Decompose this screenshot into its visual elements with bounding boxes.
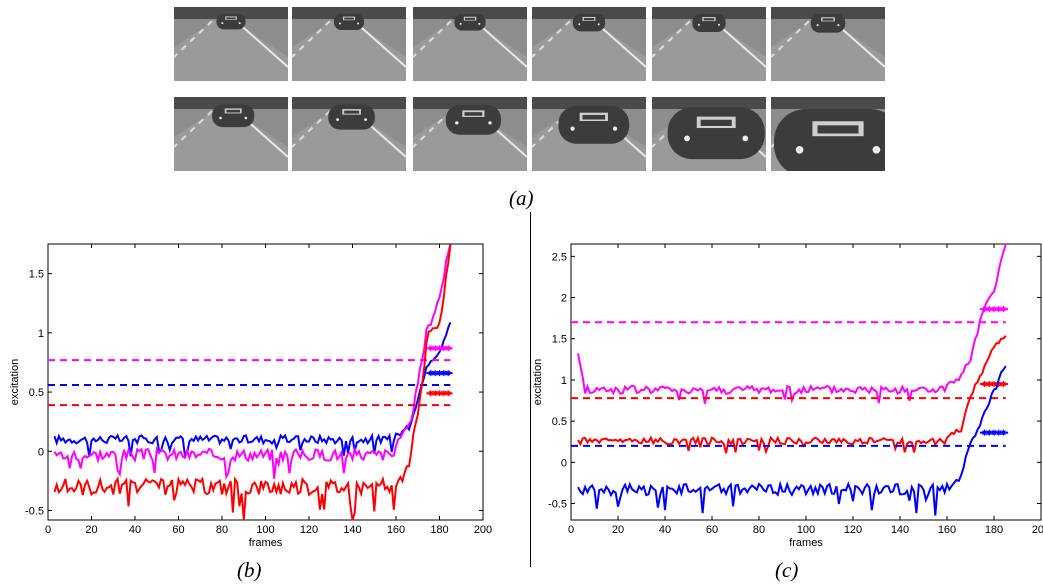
y-tick-label: 1.5	[29, 269, 44, 281]
plot-frame	[570, 243, 1042, 521]
excitation-series-line	[577, 365, 1007, 516]
y-tick-label: 1	[38, 328, 44, 340]
frame-thumbnail	[292, 7, 406, 81]
frame-thumbnail	[652, 97, 766, 171]
excitation-series-line	[577, 243, 1007, 405]
x-tick-label: 80	[216, 524, 228, 536]
y-tick-label: 0	[561, 457, 567, 469]
y-tick-label: 2	[561, 293, 567, 305]
x-tick-label: 140	[343, 524, 361, 536]
panel-label-b: (b)	[237, 558, 262, 582]
x-tick-label: 60	[172, 524, 184, 536]
excitation-series-line	[53, 322, 452, 460]
frame-thumbnail	[652, 7, 766, 81]
x-tick-label: 200	[474, 524, 492, 536]
x-tick-label: 80	[753, 524, 765, 536]
y-tick-label: -0.5	[25, 506, 44, 518]
x-tick-label: 100	[797, 524, 815, 536]
y-tick-label: 1	[561, 375, 567, 387]
frame-thumbnail	[771, 7, 885, 81]
frame-thumbnail	[532, 97, 646, 171]
x-tick-label: 120	[844, 524, 862, 536]
frame-thumbnail	[174, 7, 288, 81]
y-tick-label: 2.5	[552, 251, 567, 263]
excitation-series-line	[53, 244, 452, 521]
x-tick-label: 160	[387, 524, 405, 536]
frame-thumbnail	[413, 7, 527, 81]
x-tick-label: 180	[985, 524, 1003, 536]
y-tick-label: 1.5	[552, 334, 567, 346]
x-tick-label: 100	[256, 524, 274, 536]
excitation-chart-c: 0 20 40 60 80 100 120 140 160 180 200 -0.5 0 0.5 1 1.5 2…	[532, 243, 1043, 549]
x-tick-label: 20	[612, 524, 624, 536]
x-tick-label: 20	[85, 524, 97, 536]
panel-label-c: (c)	[775, 558, 799, 582]
y-tick-label: -0.5	[548, 499, 567, 511]
y-tick-label: 0.5	[552, 416, 567, 428]
x-tick-label: 40	[129, 524, 141, 536]
x-tick-label: 40	[659, 524, 671, 536]
x-tick-label: 0	[45, 524, 51, 536]
y-tick-label: 0	[38, 446, 44, 458]
frame-thumbnail	[174, 97, 288, 171]
frame-thumbnail	[771, 97, 885, 171]
x-axis-label: frames	[249, 537, 283, 549]
excitation-series-line	[577, 335, 1007, 455]
x-tick-label: 140	[891, 524, 909, 536]
panel-label-a: (a)	[509, 186, 534, 210]
frame-thumbnail	[292, 97, 406, 171]
frame-thumbnail	[413, 97, 527, 171]
excitation-series-line	[53, 244, 452, 481]
y-tick-label: 0.5	[29, 387, 44, 399]
x-tick-label: 160	[938, 524, 956, 536]
x-tick-label: 60	[706, 524, 718, 536]
y-axis-label: excitation	[532, 359, 544, 405]
excitation-chart-b: 0 20 40 60 80 100 120 140 160 180 200-0.500.511.5f…	[9, 243, 492, 549]
panel-divider	[530, 212, 531, 567]
x-tick-label: 120	[300, 524, 318, 536]
x-axis-label: frames	[789, 537, 823, 549]
x-tick-label: 180	[430, 524, 448, 536]
frame-thumbnail	[532, 7, 646, 81]
y-axis-label: excitation	[9, 359, 21, 405]
x-tick-label: 0	[568, 524, 574, 536]
x-tick-label: 200	[1032, 524, 1043, 536]
